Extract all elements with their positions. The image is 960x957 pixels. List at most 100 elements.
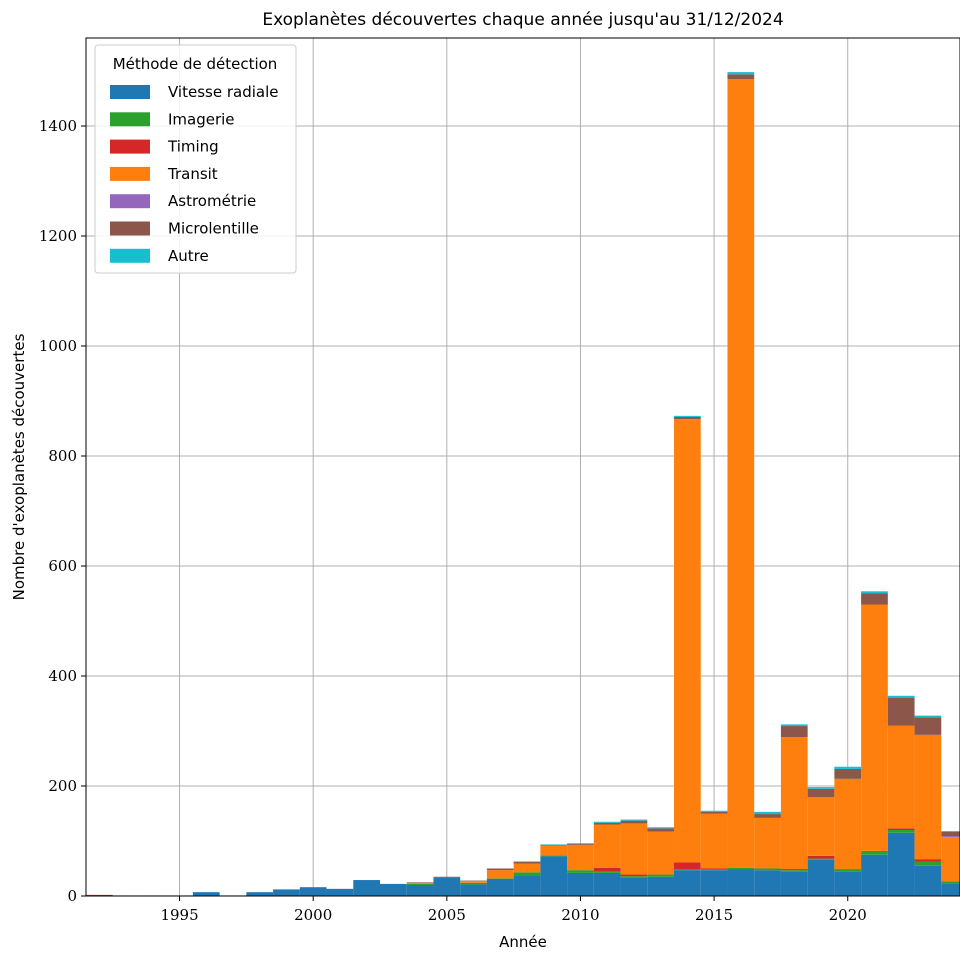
legend-swatch: [110, 248, 150, 263]
bar-segment: [513, 872, 541, 876]
legend-label: Imagerie: [168, 110, 235, 128]
bar-segment: [834, 766, 862, 769]
bar-segment: [192, 892, 220, 896]
bar-segment: [700, 869, 728, 871]
bar-segment: [513, 861, 541, 862]
legend-swatch: [110, 194, 150, 209]
bar-segment: [914, 865, 942, 896]
bar-segment: [941, 837, 960, 882]
bar-segment: [780, 871, 808, 896]
bar-segment: [620, 876, 648, 878]
x-tick-label: 2000: [294, 906, 332, 924]
bar-segment: [513, 875, 541, 896]
bar-segment: [727, 867, 755, 870]
bar-segment: [273, 889, 300, 896]
legend-label: Transit: [167, 165, 218, 183]
x-tick-label: 1995: [160, 906, 198, 924]
y-tick-label: 400: [48, 667, 77, 685]
bar-segment: [593, 824, 621, 868]
bar-segment: [406, 883, 434, 885]
bars: [86, 72, 960, 896]
bar-segment: [887, 832, 915, 896]
bar-segment: [914, 734, 942, 736]
bar-segment: [887, 830, 915, 833]
bar-segment: [593, 821, 621, 823]
bar-segment: [807, 788, 835, 797]
bar-segment: [941, 836, 960, 838]
x-tick-label: 2010: [561, 906, 599, 924]
bar-segment: [567, 872, 594, 896]
bar-segment: [834, 778, 862, 780]
bar-segment: [593, 872, 621, 896]
bar-segment: [834, 869, 862, 872]
y-tick-label: 1400: [39, 117, 77, 135]
legend-label: Timing: [167, 138, 219, 156]
x-tick-label: 2015: [695, 906, 733, 924]
bar-segment: [861, 854, 888, 896]
bar-segment: [540, 844, 568, 845]
bar-segment: [674, 415, 701, 417]
bar-segment: [754, 870, 781, 896]
bar-segment: [780, 870, 808, 872]
y-axis-label: Nombre d'exoplanètes découvertes: [10, 333, 28, 600]
bar-segment: [941, 831, 960, 837]
bar-segment: [246, 892, 274, 896]
bar-segment: [727, 74, 755, 80]
bar-segment: [807, 859, 835, 896]
bar-segment: [593, 867, 621, 872]
y-tick-label: 1000: [39, 337, 77, 355]
bar-segment: [861, 850, 888, 855]
bar-segment: [513, 863, 541, 873]
bar-segment: [754, 868, 781, 871]
bar-segment: [727, 72, 755, 75]
bar-segment: [887, 698, 915, 726]
bar-segment: [433, 877, 461, 896]
bar-segment: [914, 861, 942, 866]
bar-segment: [700, 813, 728, 869]
legend-title: Méthode de détection: [113, 55, 278, 73]
bar-segment: [887, 695, 915, 698]
bar-segment: [674, 419, 701, 863]
bar-segment: [780, 724, 808, 727]
legend-label: Astrométrie: [168, 192, 256, 210]
bar-segment: [620, 820, 648, 824]
bar-segment: [406, 882, 434, 883]
bar-segment: [647, 874, 675, 877]
bar-segment: [674, 416, 701, 420]
legend-box: [94, 44, 297, 274]
bar-segment: [486, 878, 514, 896]
bar-segment: [914, 859, 942, 862]
plot-frame: [85, 37, 960, 897]
bar-segment: [567, 843, 594, 844]
bar-segment: [406, 882, 434, 884]
bar-segment: [540, 855, 568, 857]
bar-segment: [700, 810, 728, 812]
bar-segment: [647, 827, 675, 829]
legend-swatch: [110, 166, 150, 181]
bar-segment: [914, 715, 942, 718]
bar-segment: [326, 888, 354, 896]
bar-segment: [674, 862, 701, 870]
bar-segment: [567, 844, 594, 871]
chart-title: Exoplanètes découvertes chaque année jus…: [262, 10, 783, 30]
bar-segment: [620, 823, 648, 875]
bar-segment: [353, 880, 381, 896]
grid: [86, 38, 960, 897]
bar-segment: [406, 885, 434, 896]
bar-segment: [433, 876, 461, 878]
bar-segment: [861, 593, 888, 605]
bar-segment: [941, 881, 960, 882]
legend-label: Microlentille: [168, 220, 259, 238]
y-tick-label: 0: [67, 887, 77, 905]
bar-segment: [700, 870, 728, 896]
bar-segment: [780, 737, 808, 870]
bar-segment: [380, 883, 407, 896]
bar-segment: [780, 726, 808, 738]
legend: Méthode de détection Vitesse radiale Imag…: [94, 44, 297, 274]
bar-segment: [299, 887, 327, 896]
bar-segment: [647, 831, 675, 875]
bar-segment: [593, 822, 621, 825]
legend-label: Autre: [168, 247, 209, 265]
bar-segment: [620, 874, 648, 877]
